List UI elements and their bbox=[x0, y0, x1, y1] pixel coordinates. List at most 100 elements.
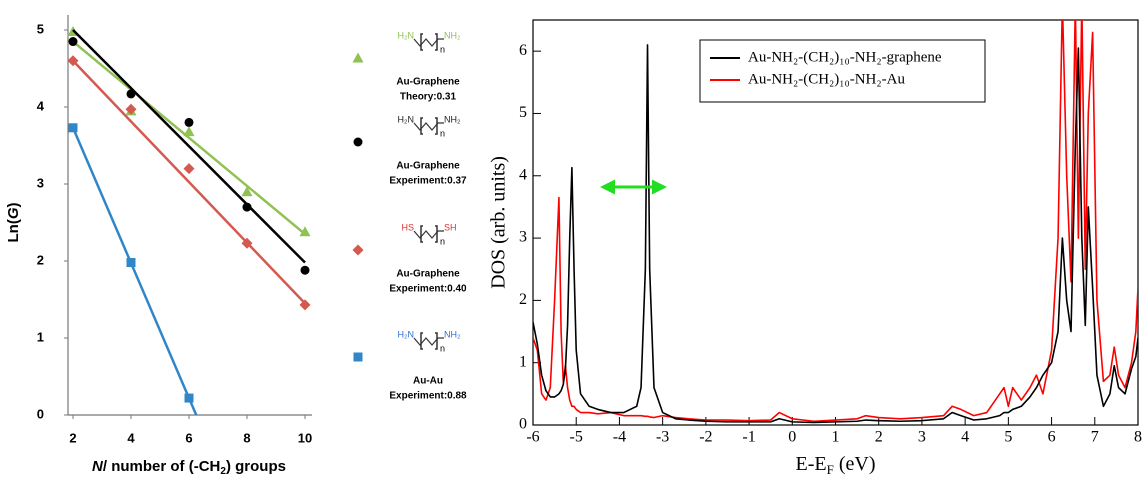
legend-label: Experiment:0.37 bbox=[389, 176, 467, 187]
right-group: NH₂ bbox=[444, 114, 461, 124]
y-tick-label: 4 bbox=[519, 166, 527, 183]
fit-line bbox=[72, 59, 306, 305]
right-group: NH₂ bbox=[444, 329, 461, 339]
x-tick-label: 7 bbox=[1091, 429, 1099, 446]
point bbox=[299, 299, 311, 311]
legend-name: Au-Au bbox=[413, 376, 443, 387]
x-label-part: / number of (-CH bbox=[103, 458, 221, 475]
point bbox=[125, 103, 137, 115]
point bbox=[183, 163, 195, 175]
repeat-n: n bbox=[440, 236, 445, 246]
x-tick-label: 2 bbox=[875, 429, 883, 446]
legend-label: Theory:0.31 bbox=[400, 92, 457, 103]
x-tick-label: 8 bbox=[1134, 429, 1142, 446]
point bbox=[183, 126, 195, 137]
plot-area bbox=[533, 20, 1138, 424]
point bbox=[241, 237, 253, 249]
right-group: NH₂ bbox=[444, 30, 461, 40]
y-tick-label: 1 bbox=[37, 329, 44, 344]
dos-line bbox=[533, 20, 1138, 423]
left-group: H₂N bbox=[398, 114, 415, 124]
y-tick-label: 2 bbox=[37, 252, 44, 267]
point bbox=[241, 186, 253, 197]
y-tick-label: 2 bbox=[519, 291, 527, 308]
x-label-part: F bbox=[827, 462, 834, 477]
x-label-part: 2 bbox=[220, 466, 226, 477]
legend-entry: Au-Graphene Experiment:0.37 H₂N NH₂ n bbox=[353, 114, 467, 187]
x-tick-label: -2 bbox=[699, 429, 712, 446]
x-tick-label: -4 bbox=[613, 429, 626, 446]
legend-entry: Au-Au Experiment:0.88 H₂N NH₂ n bbox=[353, 329, 467, 402]
fit-line bbox=[71, 127, 198, 416]
bracket bbox=[420, 225, 438, 243]
y-label-part: Ln( bbox=[5, 219, 22, 242]
y-tick-label: 6 bbox=[519, 42, 527, 59]
fit-line bbox=[72, 29, 306, 264]
point bbox=[184, 117, 194, 127]
left-group: H₂N bbox=[398, 30, 415, 40]
fit-line bbox=[72, 40, 306, 236]
point bbox=[68, 37, 78, 47]
x-tick-label: 6 bbox=[1048, 429, 1056, 446]
x-tick-label: 4 bbox=[961, 429, 969, 446]
bracket bbox=[420, 33, 438, 51]
y-tick-label: 3 bbox=[519, 229, 527, 246]
y-tick-label: 5 bbox=[37, 21, 44, 36]
legend-label: Au-NH₂-(CH₂)₁₀-NH₂-Au bbox=[748, 71, 905, 87]
point bbox=[126, 258, 136, 268]
x-tick-label: -5 bbox=[570, 429, 583, 446]
x-tick-label: 0 bbox=[788, 429, 796, 446]
bracket bbox=[420, 117, 438, 135]
y-label-part: ) bbox=[5, 203, 22, 208]
x-axis-label: E-EF (eV) bbox=[796, 453, 876, 477]
legend-name: Au-Graphene bbox=[396, 77, 460, 88]
left-group: HS bbox=[401, 222, 414, 232]
legend-marker bbox=[352, 52, 364, 63]
y-axis-label: DOS (arb. units) bbox=[488, 156, 510, 289]
point bbox=[300, 265, 310, 275]
x-tick-label: 8 bbox=[243, 430, 250, 445]
legend-marker bbox=[353, 137, 363, 147]
x-tick-label: 1 bbox=[832, 429, 840, 446]
y-tick-label: 4 bbox=[37, 98, 45, 113]
chain bbox=[413, 122, 444, 131]
legend: Au-NH₂-(CH₂)₁₀-NH₂-graphene Au-NH₂-(CH₂)₁… bbox=[699, 39, 986, 103]
chain bbox=[413, 38, 444, 47]
right-group: SH bbox=[444, 222, 457, 232]
y-tick-label: 5 bbox=[519, 104, 527, 121]
x-label-part: E-E bbox=[796, 453, 827, 475]
x-tick-label: 5 bbox=[1004, 429, 1012, 446]
right-chart: 0 1 2 3 4 5 6 -6 -5 -4 -3 -2 -1 0 1 2 3 4 5 6 7 8 DOS (arb. un… bbox=[488, 19, 1142, 477]
legend-label: Au-NH₂-(CH₂)₁₀-NH₂-graphene bbox=[748, 49, 942, 65]
x-label-part: (eV) bbox=[834, 453, 876, 475]
y-tick-label: 1 bbox=[519, 353, 527, 370]
point bbox=[68, 123, 78, 133]
point bbox=[126, 89, 136, 99]
chain bbox=[413, 230, 444, 239]
x-tick-label: 4 bbox=[127, 430, 135, 445]
x-axis-label: N/ number of (-CH2) groups bbox=[92, 458, 286, 477]
x-tick-label: 2 bbox=[69, 430, 76, 445]
x-tick-label: 3 bbox=[918, 429, 926, 446]
x-label-part: ) groups bbox=[226, 458, 286, 475]
legend-marker bbox=[352, 244, 364, 256]
point bbox=[184, 393, 194, 403]
legend-label: Experiment:0.40 bbox=[389, 284, 467, 295]
bracket bbox=[420, 332, 438, 350]
repeat-n: n bbox=[440, 44, 445, 54]
repeat-n: n bbox=[440, 343, 445, 353]
legend-name: Au-Graphene bbox=[396, 269, 460, 280]
y-axis-label: Ln(G) bbox=[5, 203, 22, 243]
point bbox=[242, 202, 252, 212]
repeat-n: n bbox=[440, 128, 445, 138]
legend-name: Au-Graphene bbox=[396, 161, 460, 172]
left-group: H₂N bbox=[398, 329, 415, 339]
x-tick-label: 10 bbox=[298, 430, 312, 445]
legend-label: Experiment:0.88 bbox=[389, 391, 467, 402]
legend-marker bbox=[353, 352, 363, 362]
legend-entry: Au-Graphene Theory:0.31 H₂N NH₂ n bbox=[352, 30, 461, 103]
x-tick-label: -1 bbox=[742, 429, 755, 446]
legend-box bbox=[699, 39, 986, 103]
y-tick-label: 0 bbox=[37, 406, 44, 421]
